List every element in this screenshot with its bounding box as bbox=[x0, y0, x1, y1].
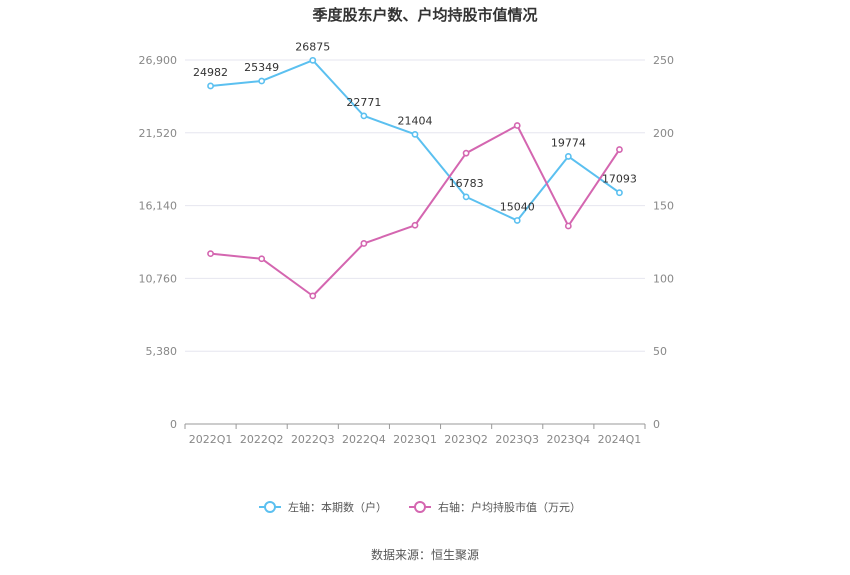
left-tick-label: 16,140 bbox=[139, 200, 178, 213]
legend-marker bbox=[264, 501, 276, 513]
data-label-2023Q1: 21404 bbox=[398, 114, 433, 127]
x-tick-label: 2023Q2 bbox=[444, 433, 488, 446]
right-axis-ticks: 0 50 100 150 200 250 bbox=[653, 54, 674, 431]
data-label-2023Q3: 15040 bbox=[500, 200, 535, 213]
right-tick-label: 250 bbox=[653, 54, 674, 67]
chart-title: 季度股东户数、户均持股市值情况 bbox=[312, 6, 538, 24]
left-tick-label: 21,520 bbox=[139, 127, 178, 140]
x-tick-label: 2023Q3 bbox=[495, 433, 539, 446]
data-label-2022Q1: 24982 bbox=[193, 66, 228, 79]
left-series-point-2022Q4 bbox=[360, 112, 368, 120]
right-series-point-2022Q3 bbox=[309, 292, 317, 300]
left-series-point-2022Q1 bbox=[207, 82, 214, 90]
x-tick-label: 2024Q1 bbox=[598, 433, 642, 446]
x-tick-label: 2022Q2 bbox=[240, 433, 284, 446]
series-points bbox=[207, 56, 623, 300]
data-label-2022Q2: 25349 bbox=[244, 61, 279, 74]
x-tick-label: 2022Q3 bbox=[291, 433, 335, 446]
right-series-point-2023Q3 bbox=[513, 122, 521, 129]
legend-marker bbox=[414, 501, 426, 513]
data-label-2023Q4: 19774 bbox=[551, 136, 586, 149]
right-series-line bbox=[210, 124, 621, 297]
data-label-2023Q2: 16783 bbox=[449, 177, 484, 190]
left-series-point-2022Q3 bbox=[309, 56, 317, 64]
right-series-point-2023Q4 bbox=[564, 222, 572, 230]
x-tick-label: 2022Q4 bbox=[342, 433, 386, 446]
legend[interactable]: 左轴：本期数（户） 右轴：户均持股市值（万元） bbox=[259, 500, 581, 514]
series-lines bbox=[210, 59, 621, 297]
left-tick-label: 26,900 bbox=[139, 54, 178, 67]
right-tick-label: 0 bbox=[653, 418, 660, 431]
left-series-point-2023Q3 bbox=[513, 217, 521, 224]
right-series-point-2022Q1 bbox=[207, 250, 214, 258]
left-series-point-2023Q2 bbox=[462, 193, 470, 201]
data-label-2022Q3: 26875 bbox=[295, 40, 330, 53]
right-tick-label: 50 bbox=[653, 345, 667, 358]
left-axis-ticks: 0 5,380 10,760 16,140 21,520 26,900 bbox=[139, 54, 178, 431]
right-series-point-2022Q4 bbox=[360, 240, 368, 247]
data-source-note: 数据来源：恒生聚源 bbox=[370, 548, 479, 562]
legend-item-left-series[interactable]: 左轴：本期数（户） bbox=[259, 500, 387, 514]
right-series-point-2024Q1 bbox=[616, 146, 623, 153]
legend-item-right-series[interactable]: 右轴：户均持股市值（万元） bbox=[409, 500, 581, 514]
right-tick-label: 150 bbox=[653, 200, 674, 213]
data-label-2022Q4: 22771 bbox=[346, 96, 381, 109]
right-tick-label: 200 bbox=[653, 127, 674, 140]
legend-label: 左轴：本期数（户） bbox=[288, 500, 387, 514]
right-series-point-2022Q2 bbox=[258, 255, 266, 263]
data-label-2024Q1: 17093 bbox=[602, 173, 637, 186]
grid-lines bbox=[185, 59, 645, 352]
x-tick-label: 2022Q1 bbox=[189, 433, 233, 446]
data-labels: 24982 25349 26875 22771 21404 16783 15040 19774… bbox=[193, 40, 637, 213]
left-series-point-2023Q4 bbox=[564, 153, 572, 160]
left-tick-label: 0 bbox=[170, 418, 177, 431]
left-tick-label: 5,380 bbox=[146, 345, 178, 358]
x-tick-label: 2023Q1 bbox=[393, 433, 437, 446]
legend-label: 右轴：户均持股市值（万元） bbox=[438, 500, 581, 514]
left-tick-label: 10,760 bbox=[139, 272, 178, 285]
x-axis: 2022Q1 2022Q2 2022Q3 2022Q4 2023Q1 2023Q2 2023… bbox=[184, 423, 646, 446]
x-tick-label: 2023Q4 bbox=[547, 433, 591, 446]
right-tick-label: 100 bbox=[653, 272, 674, 285]
right-series-point-2023Q1 bbox=[411, 221, 419, 229]
right-series-point-2023Q2 bbox=[462, 149, 470, 157]
left-series-point-2023Q1 bbox=[411, 130, 419, 138]
left-series-point-2024Q1 bbox=[616, 189, 623, 197]
left-series-point-2022Q2 bbox=[258, 77, 266, 85]
